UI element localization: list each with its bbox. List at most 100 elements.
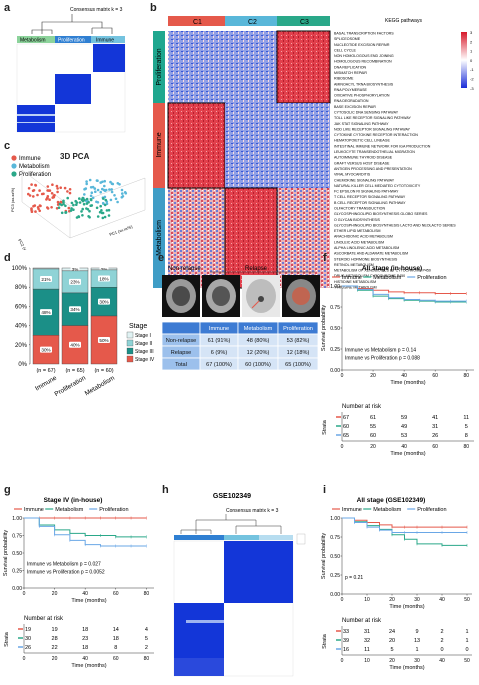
rowgroup-label-0: Proliferation: [156, 48, 163, 85]
km-y-tick: 0.25: [330, 573, 340, 579]
pca-point: [88, 209, 91, 213]
pathway-label: INTESTINAL IMMUNE NETWORK FOR IGA PRODUC…: [334, 144, 431, 148]
pca-point: [50, 206, 53, 209]
pathway-label: OLFACTORY TRANSDUCTION: [334, 206, 385, 210]
pathway-label: ANTIGEN PROCESSING AND PRESENTATION: [334, 167, 412, 171]
pca-point: [107, 214, 111, 217]
e-table-cell: 65 (100%): [285, 362, 311, 368]
pathway-label: FC EPSILON RI SIGNALING PATHWAY: [334, 190, 399, 194]
d-bar-label: 50%: [99, 338, 108, 343]
km-risk-cell: 4: [145, 627, 148, 633]
d-bar-label: 2%: [101, 267, 108, 272]
km-risk-x-tick: 0: [341, 658, 344, 664]
km-y-tick: 0.75: [12, 534, 22, 540]
rowgroup-metabolism: [153, 188, 165, 288]
pca-point: [108, 188, 111, 191]
km-strata-label: Strata: [322, 419, 328, 435]
pca-point: [38, 204, 42, 207]
pathway-label: OXIDATIVE PHOSPHORYLATION: [334, 94, 390, 98]
pca-point: [59, 186, 62, 189]
d-y-tick: 60%: [15, 304, 28, 310]
km-x-tick: 20: [389, 597, 395, 603]
km-risk-cell: 9: [415, 629, 418, 635]
pca-point: [47, 189, 50, 192]
h-block-2: [174, 603, 224, 658]
panel-a-label: a: [4, 2, 11, 14]
d-bar-label: 30%: [99, 299, 108, 304]
d-bar-label: 21%: [41, 277, 50, 282]
pathway-label: O GLYCAN BIOSYNTHESIS: [334, 218, 380, 222]
pca-point: [88, 178, 92, 182]
km-risk-cell: 31: [364, 629, 370, 635]
km-legend-label: Proliferation: [417, 507, 446, 513]
km-risk-cell: 5: [145, 636, 148, 642]
km-risk-cell: 32: [364, 638, 370, 644]
e-table-cell: 61 (91%): [208, 338, 231, 344]
pca-point: [123, 191, 127, 194]
km-legend-label: Proliferation: [417, 275, 446, 281]
km-strata-label: Strata: [4, 631, 10, 647]
pca-point: [55, 184, 59, 188]
km-legend-label: Metabolism: [373, 275, 402, 281]
pca-point: [99, 190, 102, 194]
km-strata-label: Strata: [322, 633, 328, 649]
pca-point: [103, 215, 107, 219]
d-bar-label-bg: [40, 276, 52, 283]
panel-c-label: c: [4, 140, 11, 152]
pca-legend-dot: [11, 163, 17, 169]
pathway-label: CELL CYCLE: [334, 48, 356, 52]
km-x-tick: 0: [341, 373, 344, 379]
pca-point: [64, 204, 67, 208]
pathway-label: NUCLEOTIDE EXCISION REPAIR: [334, 43, 390, 47]
d-legend-swatch: [126, 339, 134, 347]
km-y-tick: 1.00: [330, 516, 340, 522]
km-risk-cell: 59: [401, 415, 407, 421]
km-risk-cell: 1: [415, 647, 418, 653]
pca-point: [85, 197, 89, 201]
rowgroup-label-2: Metabolism: [156, 220, 163, 256]
pca-point: [68, 191, 72, 195]
pathway-label: AUTOIMMUNE THYROID DISEASE: [334, 156, 393, 160]
panel-h-consensus: GSE102349 Consensus matrix k = 3: [173, 493, 306, 677]
e-table-cell: Proliferation: [283, 326, 313, 332]
panel-i-km: All stage (GSE102349) Immune Metabolism Pro…: [321, 497, 472, 671]
pca-point: [74, 199, 77, 203]
km-title: All stage (GSE102349): [357, 497, 426, 504]
heatmap-c2-label: C2: [248, 19, 257, 26]
km-curve: [24, 517, 147, 547]
d-legend-swatch: [126, 347, 134, 355]
cluster-name-0: Metabolism: [20, 38, 46, 44]
pca-point: [46, 195, 50, 198]
km-legend-label: Immune: [342, 507, 362, 513]
pca-point: [50, 192, 54, 195]
panel-e-images-table: Non-relapse Relapse Immune Metabolism Prol…: [161, 266, 320, 371]
panel-b-heatmap: C1 C2 C3 KEGG pathways Proliferation Imm…: [153, 16, 474, 290]
panel-a-consensus-matrix: Consensus matrix k = 3 Metabolism Prolif…: [16, 7, 126, 133]
km-xlabel: Time (months): [389, 604, 424, 610]
d-y-tick: 80%: [15, 285, 28, 291]
heatmap-c1-label: C1: [193, 19, 202, 26]
pca-point: [69, 209, 73, 212]
km-x-tick: 50: [464, 597, 470, 603]
panel-b-label: b: [150, 2, 157, 14]
panel-d-stacked-bar: 100% 80% 60% 40% 20% 0% 21% 48% 30% (n = 67)Immu…: [12, 265, 155, 398]
km-y-tick: 0.75: [330, 535, 340, 541]
km-risk-xlabel: Time (months): [71, 663, 106, 669]
pca-point: [70, 201, 74, 205]
heatmap-c3-label: C3: [300, 19, 309, 26]
pca-point: [59, 200, 63, 204]
km-x-tick: 0: [23, 591, 26, 597]
km-risk-cell: 60: [370, 433, 376, 439]
pca-point: [81, 196, 85, 200]
rowgroup-immune: [153, 103, 165, 188]
cluster-name-2: Immune: [96, 38, 114, 44]
km-risk-cell: 18: [82, 627, 88, 633]
h-block-1: [224, 541, 293, 603]
pca-point: [96, 188, 100, 192]
km-risk-cell: 24: [389, 629, 395, 635]
km-y-tick: 0.50: [12, 551, 22, 557]
pca-point: [94, 190, 97, 193]
cluster-bar-proliferation: [55, 36, 91, 43]
km-legend-label: Immune: [342, 275, 362, 281]
km-risk-cell: 61: [370, 415, 376, 421]
